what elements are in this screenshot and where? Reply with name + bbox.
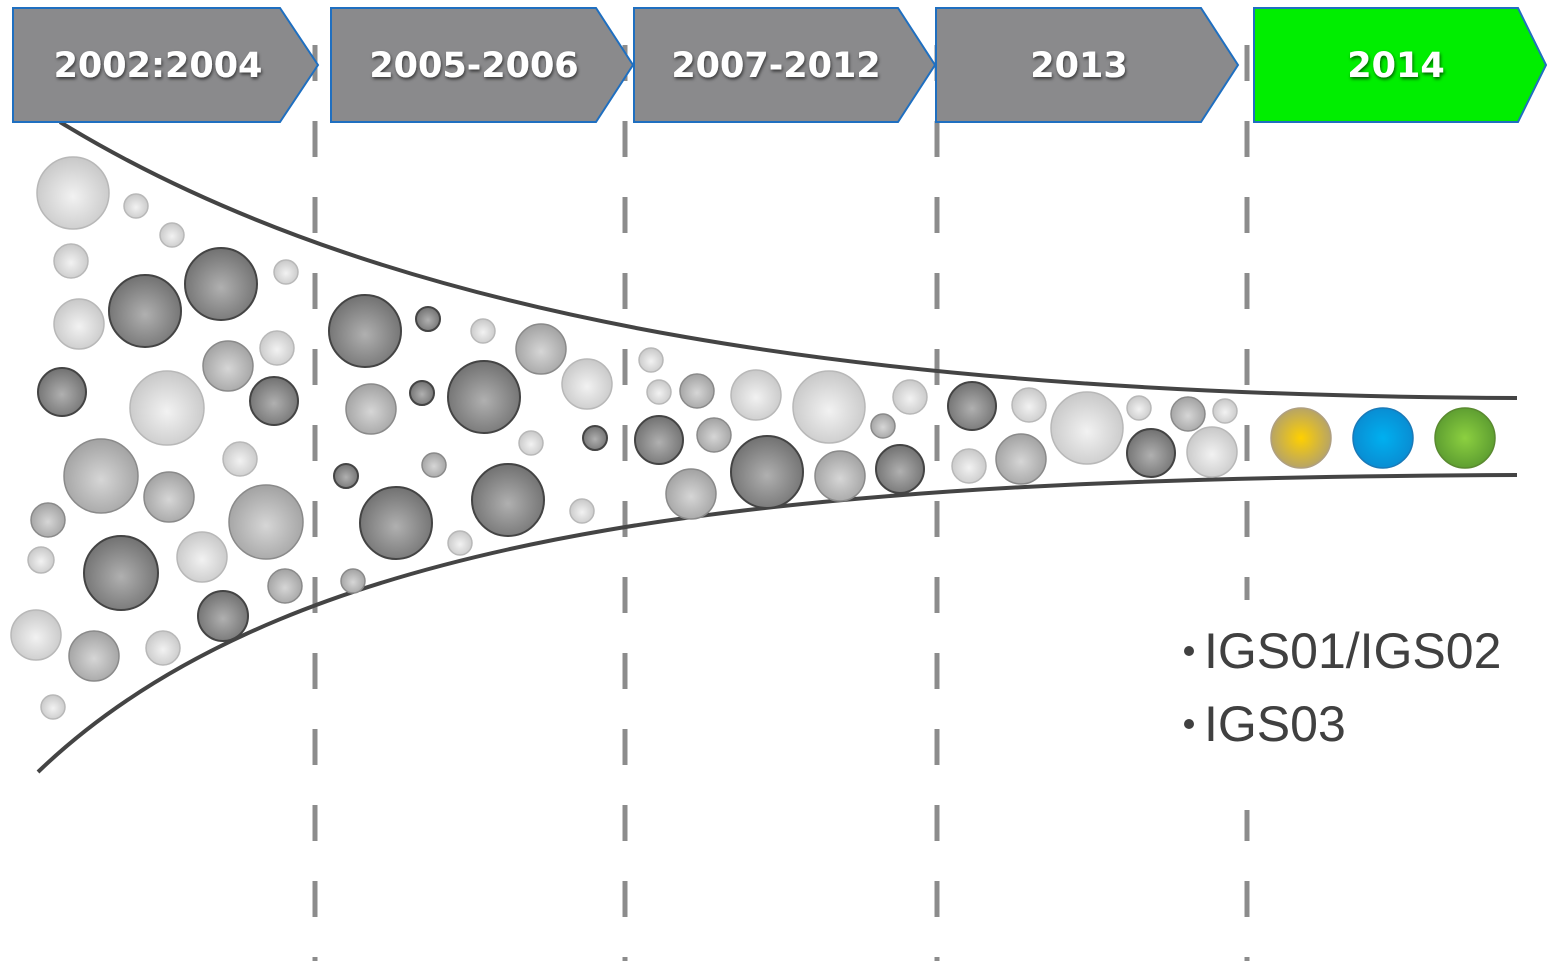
- bubble: [341, 569, 365, 593]
- bubble: [562, 359, 612, 409]
- bubble: [334, 464, 358, 488]
- bubble: [871, 414, 895, 438]
- bubble: [124, 194, 148, 218]
- bubble: [680, 374, 714, 408]
- bubble: [1012, 388, 1046, 422]
- bubble: [229, 485, 303, 559]
- bubble: [1051, 392, 1123, 464]
- bullet-dot: [1184, 719, 1194, 729]
- bubble: [639, 348, 663, 372]
- diagram: 2002:2004 2005-2006 2007-2012 2013 2014 …: [0, 0, 1547, 961]
- bubble: [274, 260, 298, 284]
- bubble: [1127, 396, 1151, 420]
- bubble: [198, 591, 248, 641]
- bubble: [666, 469, 716, 519]
- bubble: [177, 532, 227, 582]
- step-label: 2013: [1030, 46, 1127, 86]
- bubble: [471, 319, 495, 343]
- bubble: [346, 384, 396, 434]
- bubble: [130, 371, 204, 445]
- bubble: [69, 631, 119, 681]
- bubble: [1353, 408, 1413, 468]
- bubble: [448, 361, 520, 433]
- bubble: [160, 223, 184, 247]
- bubble: [948, 382, 996, 430]
- bubble: [876, 445, 924, 493]
- bullet-dot: [1184, 646, 1194, 656]
- bubble: [635, 416, 683, 464]
- bubble: [144, 472, 194, 522]
- bubble: [54, 299, 104, 349]
- bubble: [268, 569, 302, 603]
- bubble: [815, 451, 865, 501]
- bubble: [54, 244, 88, 278]
- bubble: [583, 426, 607, 450]
- bubble: [1435, 408, 1495, 468]
- bubble: [410, 381, 434, 405]
- bubble: [84, 536, 158, 610]
- bubble: [448, 531, 472, 555]
- bubble: [38, 368, 86, 416]
- bubble: [416, 307, 440, 331]
- bubble: [329, 295, 401, 367]
- bubble: [185, 248, 257, 320]
- bubble: [1171, 397, 1205, 431]
- bubble: [952, 449, 986, 483]
- bubble: [31, 503, 65, 537]
- bubble: [996, 434, 1046, 484]
- bubble: [260, 331, 294, 365]
- step-label: 2002:2004: [54, 46, 263, 86]
- bubble: [203, 341, 253, 391]
- bubble: [1127, 429, 1175, 477]
- bubble: [731, 370, 781, 420]
- bullet-text: IGS01/IGS02: [1204, 623, 1501, 679]
- bubble: [1213, 399, 1237, 423]
- bubble: [250, 377, 298, 425]
- bubble: [109, 275, 181, 347]
- timeline: 2002:2004 2005-2006 2007-2012 2013 2014: [13, 8, 1546, 122]
- bubble: [1187, 427, 1237, 477]
- step-label: 2007-2012: [671, 46, 880, 86]
- bubble: [1271, 408, 1331, 468]
- bubble: [360, 487, 432, 559]
- bubble: [697, 418, 731, 452]
- step-label: 2005-2006: [369, 46, 578, 86]
- bubble: [893, 380, 927, 414]
- bubble: [64, 439, 138, 513]
- bubble: [146, 631, 180, 665]
- bubble: [28, 547, 54, 573]
- bubble: [422, 453, 446, 477]
- bubble: [41, 695, 65, 719]
- bubble: [731, 436, 803, 508]
- bubble: [570, 499, 594, 523]
- bubble: [223, 442, 257, 476]
- bubble: [516, 324, 566, 374]
- bubble: [647, 380, 671, 404]
- bubble: [11, 610, 61, 660]
- step-label: 2014: [1347, 46, 1444, 86]
- bubble: [519, 431, 543, 455]
- bubble: [37, 157, 109, 229]
- bullet-text: IGS03: [1204, 696, 1346, 752]
- bubble: [793, 371, 865, 443]
- bubble: [472, 464, 544, 536]
